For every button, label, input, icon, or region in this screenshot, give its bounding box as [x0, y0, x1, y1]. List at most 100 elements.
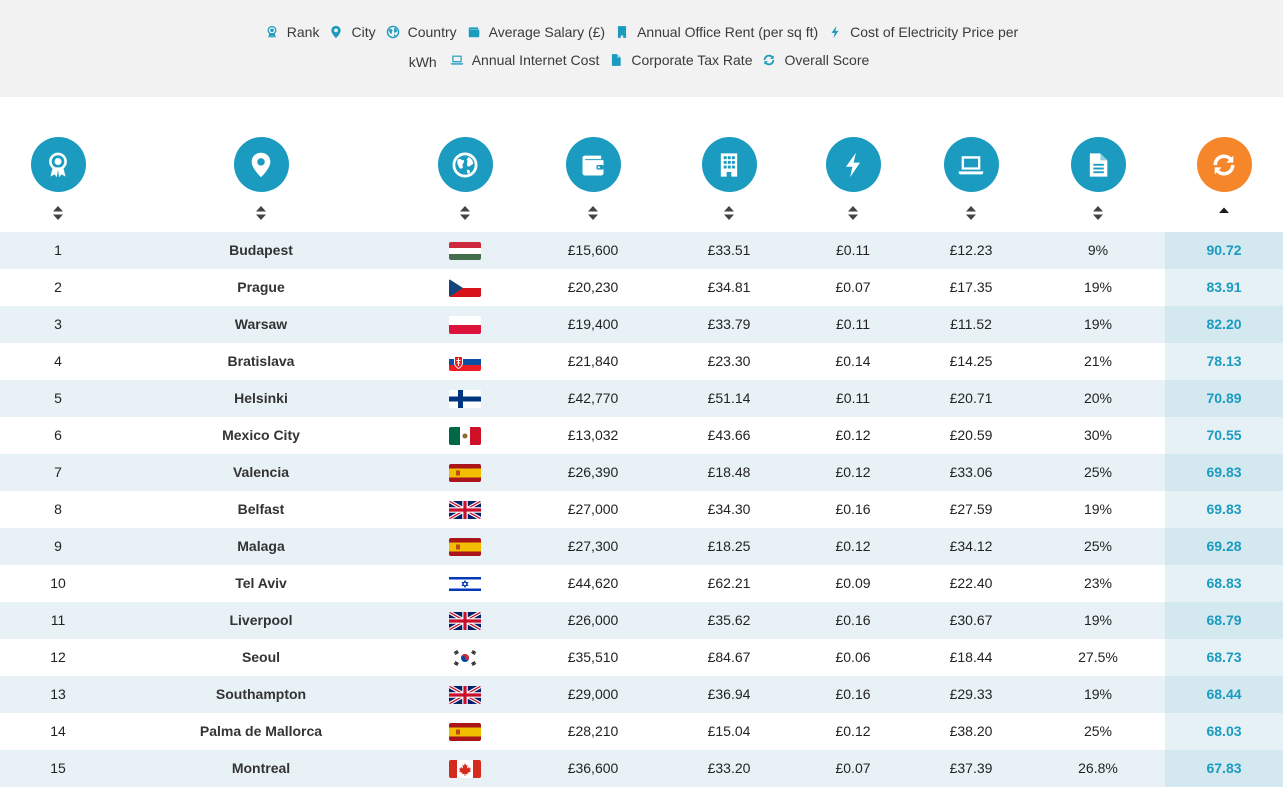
poland-flag: [449, 316, 481, 334]
score-column-highlight: [1165, 269, 1283, 306]
globe-icon: [386, 25, 400, 39]
legend-item-globe: Country: [386, 24, 457, 40]
legend-label: City: [351, 24, 376, 40]
refresh-icon: [1196, 137, 1252, 192]
sort-ascending-icon[interactable]: [1218, 204, 1230, 222]
spain-flag: [449, 464, 481, 482]
cell-salary: £27,000: [567, 501, 619, 517]
sort-icon[interactable]: [255, 204, 267, 222]
laptop-icon: [943, 137, 999, 192]
sort-icon[interactable]: [847, 204, 859, 222]
cell-score: 69.83: [1206, 464, 1242, 480]
cell-electricity: £0.12: [835, 538, 871, 554]
table-row: 15 Montreal £36,600 £33.20 £0.07 £37.39 26.8% 6…: [0, 750, 1283, 787]
score-column-highlight: [1165, 232, 1283, 269]
legend-item-document: Corporate Tax Rate: [609, 52, 752, 68]
table-row: 4 Bratislava £21,840 £23.30 £0.14 £14.25 21% 78…: [0, 343, 1283, 380]
legend-label: Cost of Electricity Price per: [850, 24, 1019, 40]
sort-icon[interactable]: [459, 204, 471, 222]
building-icon: [701, 137, 757, 192]
wallet-icon: [467, 25, 481, 39]
south-korea-flag: [449, 649, 481, 667]
column-header-rent[interactable]: [699, 137, 759, 222]
legend-line-1: Rank City Country Average Salary (£) Annual …: [0, 24, 1283, 42]
cell-score: 90.72: [1206, 242, 1242, 258]
cell-electricity: £0.12: [835, 427, 871, 443]
cell-score: 69.28: [1206, 538, 1242, 554]
column-header-internet[interactable]: [941, 137, 1001, 222]
column-header-country[interactable]: [435, 137, 495, 222]
award-icon: [265, 25, 279, 39]
cell-score: 68.03: [1206, 723, 1242, 739]
table-row: 7 Valencia £26,390 £18.48 £0.12 £33.06 25% 69.8…: [0, 454, 1283, 491]
score-column-highlight: [1165, 750, 1283, 787]
legend-label: Annual Office Rent (per sq ft): [637, 24, 819, 40]
cell-score: 67.83: [1206, 760, 1242, 776]
cell-tax: 19%: [1083, 279, 1113, 295]
uk-flag: [449, 686, 481, 704]
cell-electricity: £0.16: [835, 686, 871, 702]
cell-rank: 13: [50, 686, 66, 702]
legend-panel: Rank City Country Average Salary (£) Annual …: [0, 0, 1283, 97]
sort-icon[interactable]: [587, 204, 599, 222]
cell-salary: £26,000: [567, 612, 619, 628]
legend-label: Corporate Tax Rate: [631, 52, 753, 68]
document-icon: [1070, 137, 1126, 192]
score-column-highlight: [1165, 602, 1283, 639]
laptop-icon: [450, 53, 464, 67]
cell-rank: 14: [50, 723, 66, 739]
cell-rank: 3: [54, 316, 62, 332]
cell-internet: £18.44: [949, 649, 993, 665]
cell-salary: £36,600: [567, 760, 619, 776]
cell-internet: £29.33: [949, 686, 993, 702]
legend-label-continuation: kWh: [408, 54, 437, 70]
cell-tax: 26.8%: [1078, 760, 1118, 776]
cell-city: Mexico City: [222, 427, 300, 443]
document-icon: [609, 53, 623, 67]
table-row: 8 Belfast £27,000 £34.30 £0.16 £27.59 19% 69.83: [0, 491, 1283, 528]
column-header-city[interactable]: [231, 137, 291, 222]
score-column-highlight: [1165, 491, 1283, 528]
uk-flag: [449, 501, 481, 519]
refresh-icon: [762, 53, 776, 67]
cell-internet: £38.20: [949, 723, 993, 739]
score-column-highlight: [1165, 528, 1283, 565]
cell-rent: £18.25: [707, 538, 751, 554]
cell-rank: 1: [54, 242, 62, 258]
table-row: 11 Liverpool £26,000 £35.62 £0.16 £30.67 19% 68…: [0, 602, 1283, 639]
cell-city: Tel Aviv: [235, 575, 287, 591]
table-row: 13 Southampton £29,000 £36.94 £0.16 £29.33 19%…: [0, 676, 1283, 713]
table-row: 3 Warsaw £19,400 £33.79 £0.11 £11.52 19% 82.20: [0, 306, 1283, 343]
cell-electricity: £0.16: [835, 612, 871, 628]
score-column-highlight: [1165, 417, 1283, 454]
column-header-tax[interactable]: [1068, 137, 1128, 222]
cell-city: Southampton: [215, 686, 307, 702]
table-row: 10 Tel Aviv £44,620 £62.21 £0.09 £22.40 23% 68.…: [0, 565, 1283, 602]
cell-electricity: £0.16: [835, 501, 871, 517]
sort-icon[interactable]: [965, 204, 977, 222]
column-header-score[interactable]: [1194, 137, 1254, 222]
cell-salary: £35,510: [567, 649, 619, 665]
sort-icon[interactable]: [52, 204, 64, 222]
hungary-flag: [449, 242, 481, 260]
cell-rent: £62.21: [707, 575, 751, 591]
cell-rent: £33.79: [707, 316, 751, 332]
cell-tax: 27.5%: [1078, 649, 1118, 665]
table-row: 2 Prague £20,230 £34.81 £0.07 £17.35 19% 83.91: [0, 269, 1283, 306]
cell-internet: £22.40: [949, 575, 993, 591]
score-column-highlight: [1165, 306, 1283, 343]
spain-flag: [449, 538, 481, 556]
column-header-rank[interactable]: [28, 137, 88, 222]
sort-icon[interactable]: [723, 204, 735, 222]
canada-flag: [449, 760, 481, 778]
cell-rank: 4: [54, 353, 62, 369]
cell-internet: £12.23: [949, 242, 993, 258]
cell-score: 68.73: [1206, 649, 1242, 665]
table-row: 6 Mexico City £13,032 £43.66 £0.12 £20.59 30% 7…: [0, 417, 1283, 454]
cell-rent: £33.20: [707, 760, 751, 776]
sort-icon[interactable]: [1092, 204, 1104, 222]
column-header-electricity[interactable]: [823, 137, 883, 222]
column-header-salary[interactable]: [563, 137, 623, 222]
cell-salary: £29,000: [567, 686, 619, 702]
cell-tax: 25%: [1083, 538, 1113, 554]
